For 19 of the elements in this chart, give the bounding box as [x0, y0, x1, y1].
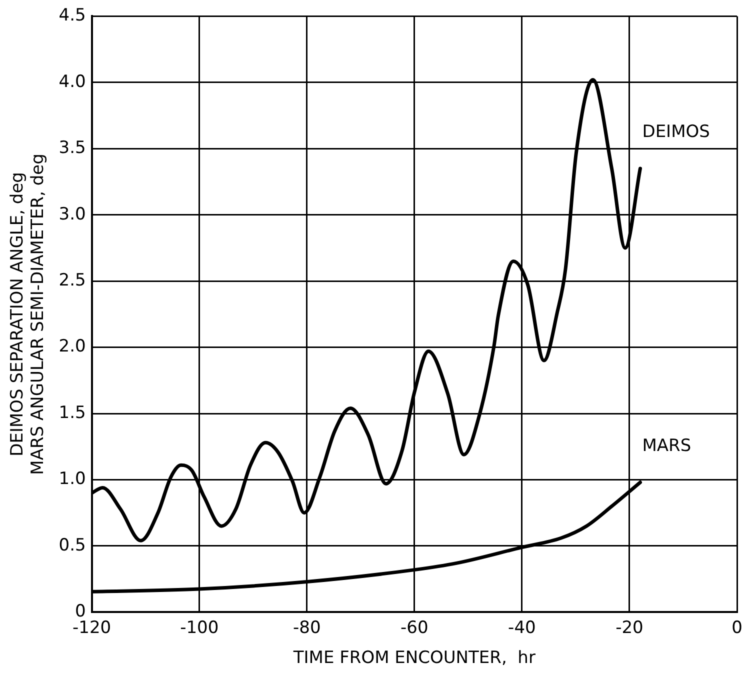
series-label: MARS — [642, 436, 692, 456]
x-tick-label: -60 — [400, 618, 428, 638]
x-tick-label: -20 — [616, 618, 644, 638]
y-tick-label: 2.5 — [58, 270, 86, 291]
y-tick-label: 2.0 — [58, 336, 86, 357]
x-tick-label: 0 — [732, 618, 742, 638]
y-tick-label: 1.5 — [58, 402, 86, 423]
x-axis-title: TIME FROM ENCOUNTER, hr — [292, 648, 536, 668]
x-tick-label: -100 — [180, 618, 219, 638]
y-axis-title: DEIMOS SEPARATION ANGLE, deg MARS ANGULAR SEMI-DIAMETER, deg — [8, 154, 48, 475]
y-tick-label: 1.0 — [58, 469, 86, 490]
y-tick-label: 3.0 — [58, 204, 86, 224]
series-label: DEIMOS — [642, 122, 710, 142]
x-tick-label: -80 — [293, 618, 321, 638]
y-tick-label: 4.5 — [58, 6, 86, 26]
y-tick-label: 3.5 — [58, 138, 86, 158]
x-tick-label: -40 — [508, 618, 536, 638]
y-tick-label: 4.0 — [58, 72, 86, 92]
y-tick-label: 0.5 — [58, 535, 86, 556]
